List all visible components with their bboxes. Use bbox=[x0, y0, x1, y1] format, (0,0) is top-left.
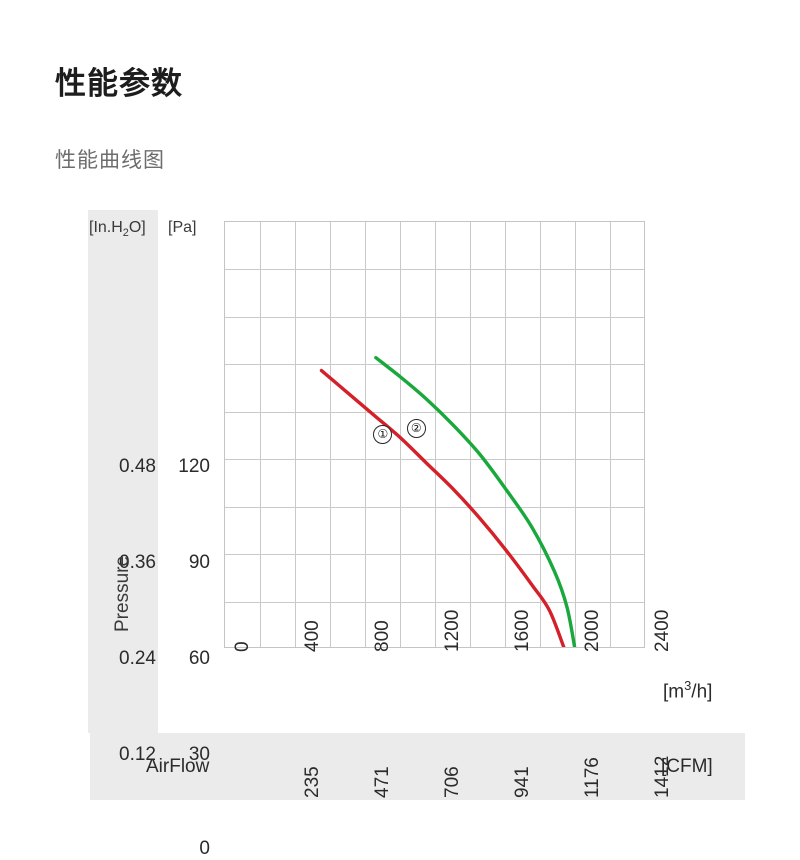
pa-tick-2: 60 bbox=[188, 648, 210, 669]
x-tick-1: 400 bbox=[302, 620, 323, 652]
pa-tick-0: 120 bbox=[178, 456, 210, 477]
curve-1-path bbox=[319, 368, 566, 647]
cfm-tick-2: 706 bbox=[442, 766, 463, 798]
curve-1-marker: ① bbox=[373, 425, 393, 445]
page-title: 性能参数 bbox=[55, 66, 183, 101]
imperial-axis-band bbox=[88, 210, 158, 733]
curve-svg bbox=[319, 356, 577, 647]
pa-tick-1: 90 bbox=[188, 552, 210, 573]
cfm-tick-3: 941 bbox=[512, 766, 533, 798]
x-axis-label: AirFlow bbox=[146, 756, 210, 777]
cfm-tick-4: 1176 bbox=[582, 757, 603, 798]
page-subtitle: 性能曲线图 bbox=[55, 149, 165, 172]
plot-area: ① ② bbox=[224, 221, 645, 648]
performance-curve-chart: [In.H2O] [Pa] 0.48 0.36 0.24 0.12 120 90… bbox=[0, 200, 800, 859]
cfm-unit-label: [CFM] bbox=[661, 756, 713, 777]
x-tick-6: 2400 bbox=[652, 609, 673, 652]
imperial-tick-1: 0.36 bbox=[119, 552, 156, 573]
pa-tick-3: 30 bbox=[188, 744, 210, 765]
curve-2-marker: ② bbox=[406, 418, 426, 438]
x-axis-unit: [m3/h] bbox=[663, 678, 713, 703]
cfm-tick-0: 235 bbox=[302, 766, 323, 798]
x-tick-2: 800 bbox=[372, 620, 393, 652]
x-tick-3: 1200 bbox=[442, 609, 463, 652]
x-tick-5: 2000 bbox=[582, 609, 603, 652]
x-tick-4: 1600 bbox=[512, 609, 533, 652]
cfm-tick-1: 471 bbox=[372, 766, 393, 798]
imperial-tick-0: 0.48 bbox=[119, 456, 156, 477]
imperial-tick-3: 0.12 bbox=[119, 744, 156, 765]
curve-2-path bbox=[374, 356, 577, 647]
y-axis-label: Pressure bbox=[112, 555, 133, 632]
cfm-axis-band bbox=[90, 733, 745, 800]
imperial-unit-header: [In.H2O] bbox=[89, 219, 146, 240]
pa-unit-header: [Pa] bbox=[168, 219, 197, 236]
x-tick-0: 0 bbox=[232, 641, 253, 652]
imperial-tick-2: 0.24 bbox=[119, 648, 156, 669]
pa-tick-4: 0 bbox=[199, 838, 210, 859]
